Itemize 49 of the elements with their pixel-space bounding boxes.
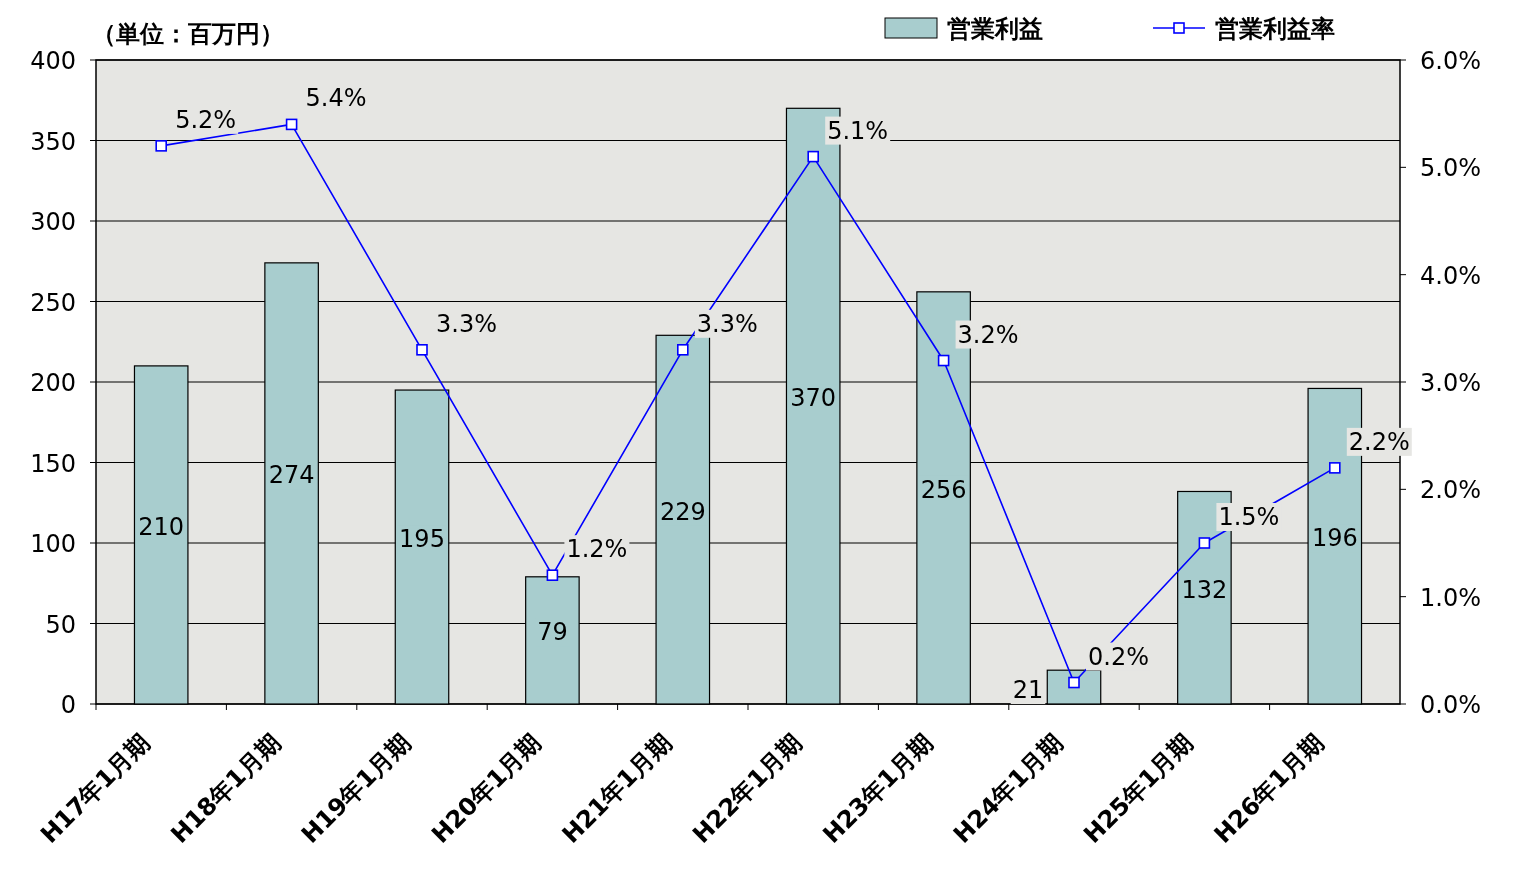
legend-label: 営業利益率 (1215, 15, 1335, 43)
data-label: 256 (920, 475, 967, 504)
point (546, 569, 559, 581)
y-tick-label: 300 (30, 208, 76, 236)
data-label: 229 (659, 497, 706, 526)
y-tick-label: 250 (30, 288, 76, 317)
point (285, 118, 298, 131)
y2-tick-label: 0.0% (1420, 691, 1481, 719)
point (1329, 462, 1341, 474)
data-label: 1.2% (566, 535, 628, 564)
data-label: 3.3% (696, 309, 758, 338)
point (416, 344, 428, 356)
y-tick-label: 350 (30, 127, 76, 156)
y2-tick-label: 3.0% (1420, 369, 1481, 397)
data-label: 79 (537, 618, 568, 647)
point (1198, 537, 1211, 549)
legend-label: 営業利益 (947, 15, 1043, 43)
y-tick-label: 50 (45, 610, 76, 639)
y-tick-label: 200 (30, 369, 76, 397)
point (937, 354, 950, 367)
data-label: 274 (268, 461, 315, 490)
point (155, 140, 167, 152)
data-label: 1.5% (1218, 503, 1280, 531)
data-label: 3.3% (436, 309, 497, 338)
y2-tick-label: 4.0% (1420, 261, 1481, 290)
y2-tick-label: 2.0% (1420, 476, 1481, 505)
point (677, 344, 689, 356)
data-label: 196 (1311, 524, 1358, 553)
point (1068, 676, 1080, 689)
data-label: 132 (1181, 575, 1228, 604)
data-label: 21 (1012, 676, 1044, 704)
data-label: 370 (790, 384, 837, 413)
data-label: 5.1% (827, 116, 889, 145)
y2-tick-label: 1.0% (1420, 583, 1481, 612)
point (807, 150, 819, 163)
data-label: 210 (138, 512, 185, 541)
y-tick-label: 0 (60, 691, 76, 719)
data-label: 195 (399, 525, 445, 554)
y-tick-label: 150 (30, 449, 76, 478)
y2-tick-label: 5.0% (1420, 154, 1481, 183)
data-label: 2.2% (1348, 427, 1410, 456)
data-label: 3.2% (957, 320, 1019, 349)
data-label: 0.2% (1088, 642, 1149, 671)
y-tick-label: 100 (30, 530, 76, 558)
data-label: 5.2% (175, 105, 237, 134)
data-label: 5.4% (305, 84, 367, 113)
y-tick-label: 400 (30, 47, 76, 75)
y2-tick-label: 6.0% (1420, 47, 1481, 75)
y-axis-title: （単位：百万円） (92, 20, 284, 48)
